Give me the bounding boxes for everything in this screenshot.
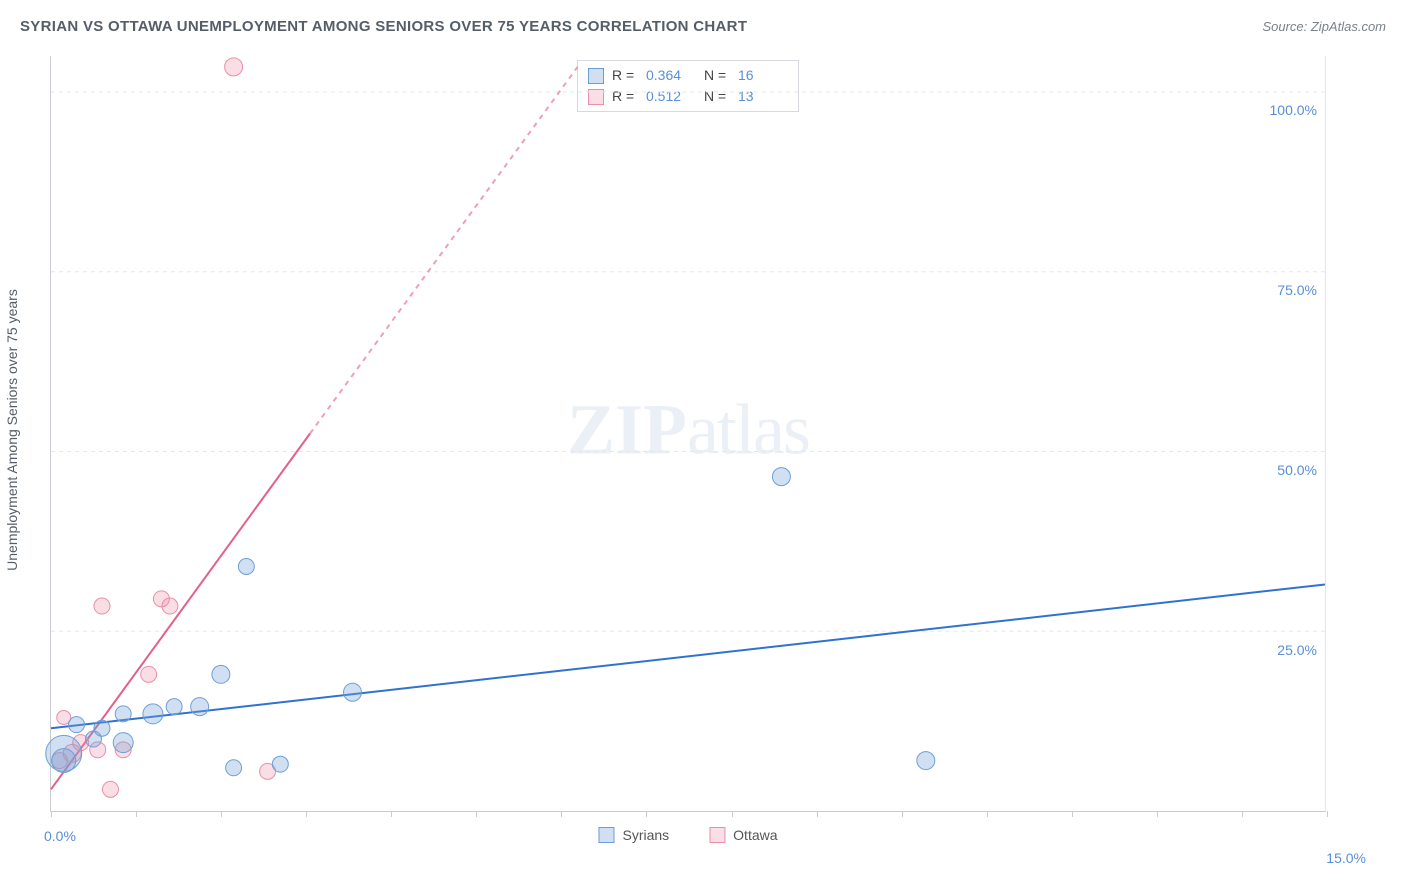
data-point[interactable] — [52, 749, 76, 773]
y-tick-label: 75.0% — [1277, 282, 1317, 298]
data-point[interactable] — [113, 733, 133, 753]
data-point[interactable] — [344, 683, 362, 701]
x-tick — [306, 811, 307, 817]
data-point[interactable] — [191, 698, 209, 716]
data-point[interactable] — [772, 468, 790, 486]
x-tick — [1327, 811, 1328, 817]
data-point[interactable] — [225, 58, 243, 76]
x-tick — [561, 811, 562, 817]
data-point[interactable] — [166, 699, 182, 715]
x-tick — [646, 811, 647, 817]
x-tick — [732, 811, 733, 817]
x-axis-min-label: 0.0% — [44, 828, 76, 844]
data-point[interactable] — [162, 598, 178, 614]
x-tick — [476, 811, 477, 817]
legend-item-ottawa: Ottawa — [709, 827, 777, 843]
x-tick — [902, 811, 903, 817]
x-tick — [136, 811, 137, 817]
data-point[interactable] — [68, 717, 84, 733]
swatch-ottawa-icon — [709, 827, 725, 843]
chart-title: SYRIAN VS OTTAWA UNEMPLOYMENT AMONG SENI… — [20, 18, 747, 35]
chart-plot-area: ZIPatlas R = 0.364 N = 16 R = 0.512 N = … — [50, 56, 1326, 812]
data-point[interactable] — [212, 665, 230, 683]
x-tick — [391, 811, 392, 817]
y-tick-label: 25.0% — [1277, 642, 1317, 658]
series-legend: Syrians Ottawa — [598, 827, 777, 843]
x-tick — [1242, 811, 1243, 817]
data-point[interactable] — [94, 720, 110, 736]
legend-item-syrians: Syrians — [598, 827, 669, 843]
x-tick — [51, 811, 52, 817]
data-point[interactable] — [226, 760, 242, 776]
data-point[interactable] — [917, 752, 935, 770]
data-point[interactable] — [141, 666, 157, 682]
data-point[interactable] — [238, 559, 254, 575]
y-tick-label: 100.0% — [1270, 102, 1317, 118]
data-point[interactable] — [143, 704, 163, 724]
data-point[interactable] — [115, 706, 131, 722]
data-point[interactable] — [94, 598, 110, 614]
y-axis-label: Unemployment Among Seniors over 75 years — [4, 289, 20, 571]
swatch-syrians-icon — [598, 827, 614, 843]
source-attribution: Source: ZipAtlas.com — [1262, 19, 1386, 34]
data-point[interactable] — [272, 756, 288, 772]
x-tick — [1157, 811, 1158, 817]
x-tick — [221, 811, 222, 817]
y-tick-label: 50.0% — [1277, 462, 1317, 478]
chart-svg — [51, 56, 1325, 811]
x-tick — [987, 811, 988, 817]
data-point[interactable] — [102, 781, 118, 797]
x-tick — [817, 811, 818, 817]
x-tick — [1072, 811, 1073, 817]
x-axis-max-label: 15.0% — [1326, 850, 1366, 866]
